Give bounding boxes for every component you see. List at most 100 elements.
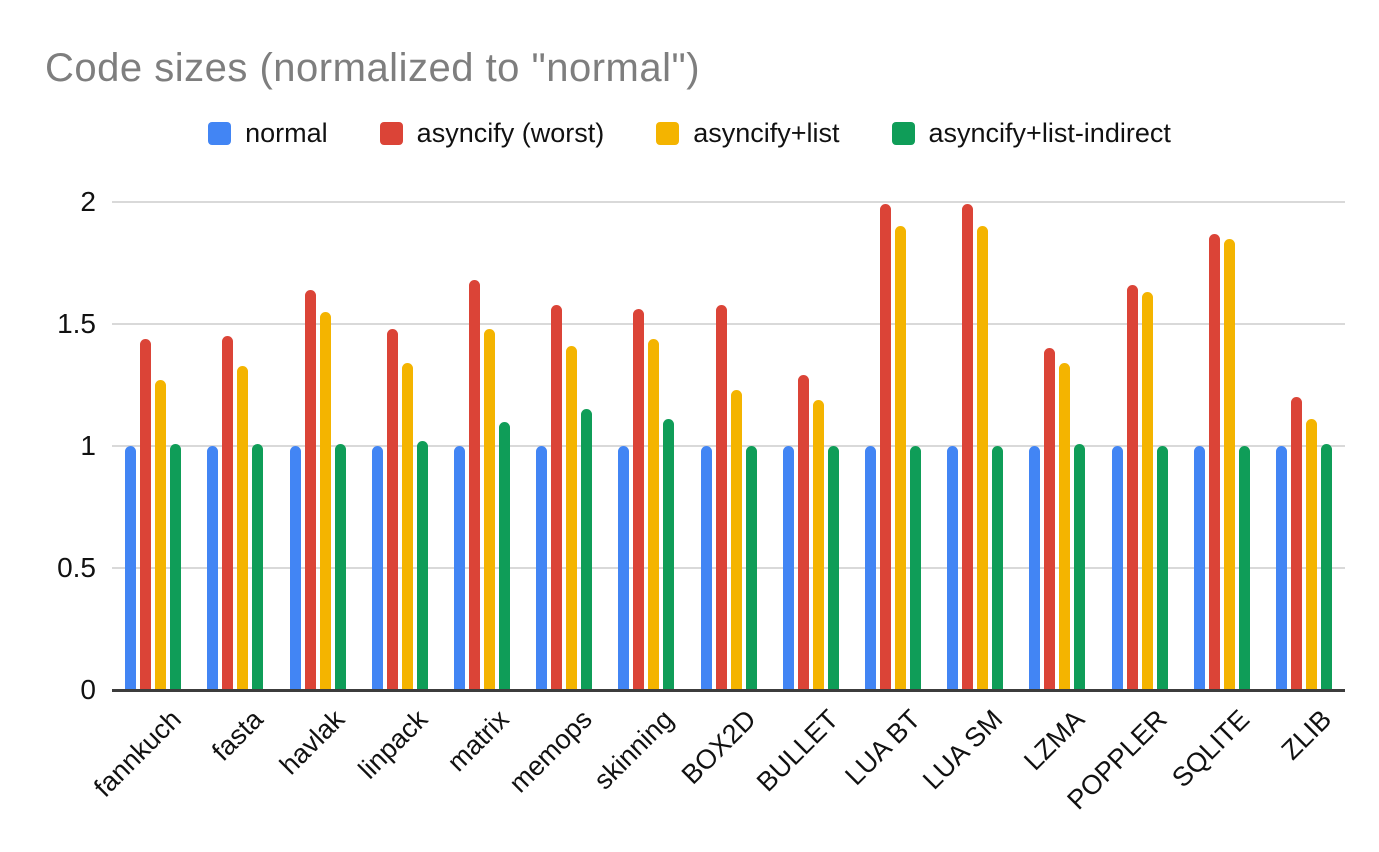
bar-asyncify-worst--lua-bt[interactable]: [879, 204, 891, 690]
x-axis-label: matrix: [441, 704, 516, 778]
bar-asyncify-list-sqlite[interactable]: [1223, 238, 1235, 690]
bar-asyncify-list-skinning[interactable]: [648, 338, 660, 690]
bar-group-box2d: BOX2D: [676, 202, 769, 790]
bar-asyncify-worst--bullet[interactable]: [797, 375, 809, 690]
bar-asyncify-list-lua-bt[interactable]: [894, 226, 906, 690]
bar-group-bullet: BULLET: [751, 202, 852, 797]
bar-asyncify-worst--matrix[interactable]: [468, 280, 480, 690]
bar-asyncify-worst--lua-sm[interactable]: [962, 204, 974, 690]
legend-item-asyncify-list-indirect[interactable]: asyncify+list-indirect: [891, 118, 1171, 149]
bar-asyncify-list-lzma[interactable]: [1059, 363, 1071, 690]
bar-group-havlak: havlak: [274, 202, 358, 780]
legend-item-asyncify-list[interactable]: asyncify+list: [656, 118, 840, 149]
bar-asyncify-list-box2d[interactable]: [730, 389, 742, 690]
bar-asyncify-worst--memops[interactable]: [551, 304, 563, 690]
y-tick-label: 0: [80, 674, 96, 705]
bar-normal-havlak[interactable]: [289, 446, 301, 690]
x-axis-label: BULLET: [750, 704, 844, 798]
bar-asyncify-list-indirect-linpack[interactable]: [416, 441, 428, 690]
x-axis-label: fasta: [205, 704, 269, 767]
bar-group-fasta: fasta: [194, 202, 276, 767]
bar-group-memops: memops: [503, 202, 605, 798]
bar-normal-sqlite[interactable]: [1193, 446, 1205, 690]
bar-group-lua-bt: LUA BT: [839, 202, 934, 791]
bar-asyncify-worst--linpack[interactable]: [386, 328, 398, 690]
bar-asyncify-list-indirect-lzma[interactable]: [1074, 443, 1086, 690]
x-axis-line: [112, 689, 1345, 692]
x-axis-label: SQLITE: [1165, 704, 1255, 794]
bar-asyncify-list-indirect-poppler[interactable]: [1156, 446, 1168, 690]
plot-area: fannkuch fasta havlak linpack matrix memops sk…: [88, 201, 1345, 815]
y-axis: 0 0.5 1 1.5 2: [0, 186, 96, 705]
bar-normal-memops[interactable]: [536, 446, 548, 690]
bar-asyncify-list-indirect-lua-bt[interactable]: [909, 446, 921, 690]
bar-asyncify-list-indirect-fasta[interactable]: [252, 443, 264, 690]
bar-asyncify-worst--sqlite[interactable]: [1208, 233, 1220, 690]
bar-group-zlib: ZLIB: [1263, 202, 1345, 766]
gridline: [112, 445, 1345, 447]
bar-asyncify-list-havlak[interactable]: [319, 311, 331, 690]
bar-asyncify-list-linpack[interactable]: [401, 363, 413, 690]
bar-asyncify-list-indirect-box2d[interactable]: [745, 446, 757, 690]
legend: normal asyncify (worst) asyncify+list async…: [0, 118, 1379, 149]
legend-label: normal: [245, 118, 328, 148]
bar-asyncify-worst--fannkuch[interactable]: [140, 338, 152, 690]
bar-normal-fasta[interactable]: [207, 446, 219, 690]
legend-item-normal[interactable]: normal: [208, 118, 328, 149]
bar-group-skinning: skinning: [588, 202, 687, 795]
y-tick-label: 1.5: [57, 308, 96, 339]
legend-swatch-icon: [891, 122, 915, 145]
x-axis-label: memops: [502, 704, 598, 799]
bar-normal-skinning[interactable]: [618, 446, 630, 690]
bar-asyncify-list-indirect-lua-sm[interactable]: [992, 446, 1004, 690]
bar-normal-box2d[interactable]: [700, 446, 712, 690]
bar-asyncify-worst--lzma[interactable]: [1044, 348, 1056, 690]
x-axis-label: linpack: [352, 704, 433, 785]
bar-asyncify-list-bullet[interactable]: [812, 399, 824, 690]
bar-normal-lua-sm[interactable]: [947, 446, 959, 690]
bar-asyncify-worst--poppler[interactable]: [1126, 285, 1138, 690]
bar-asyncify-list-lua-sm[interactable]: [977, 226, 989, 690]
legend-label: asyncify+list: [693, 118, 840, 148]
y-tick-label: 2: [80, 186, 96, 217]
bar-asyncify-list-memops[interactable]: [566, 346, 578, 690]
bar-asyncify-list-indirect-skinning[interactable]: [663, 419, 675, 690]
bar-group-matrix: matrix: [441, 202, 523, 777]
bar-asyncify-list-indirect-havlak[interactable]: [334, 443, 346, 690]
bar-normal-matrix[interactable]: [453, 446, 465, 690]
bar-groups: fannkuch fasta havlak linpack matrix memops sk…: [88, 202, 1345, 815]
bar-normal-poppler[interactable]: [1111, 446, 1123, 690]
bar-asyncify-list-fasta[interactable]: [237, 365, 249, 690]
bar-asyncify-list-indirect-matrix[interactable]: [498, 421, 510, 690]
legend-swatch-icon: [208, 122, 232, 145]
bar-asyncify-worst--fasta[interactable]: [222, 336, 234, 690]
bar-asyncify-list-indirect-zlib[interactable]: [1320, 443, 1332, 690]
bar-asyncify-worst--box2d[interactable]: [715, 304, 727, 690]
bar-group-fannkuch: fannkuch: [88, 202, 194, 803]
bar-asyncify-list-indirect-memops[interactable]: [581, 409, 593, 690]
legend-item-asyncify-worst-[interactable]: asyncify (worst): [379, 118, 604, 149]
bar-asyncify-list-poppler[interactable]: [1141, 292, 1153, 690]
bar-normal-lzma[interactable]: [1029, 446, 1041, 690]
legend-swatch-icon: [656, 122, 680, 145]
bar-asyncify-list-zlib[interactable]: [1305, 419, 1317, 690]
bar-asyncify-list-matrix[interactable]: [483, 328, 495, 690]
bar-asyncify-worst--havlak[interactable]: [304, 289, 316, 690]
x-axis-label: LUA SM: [917, 704, 1009, 796]
bar-asyncify-list-indirect-fannkuch[interactable]: [170, 443, 182, 690]
bar-asyncify-worst--zlib[interactable]: [1290, 397, 1302, 690]
chart-title: Code sizes (normalized to "normal"): [45, 46, 701, 90]
bar-asyncify-list-indirect-sqlite[interactable]: [1238, 446, 1250, 690]
bar-asyncify-worst--skinning[interactable]: [633, 309, 645, 690]
bar-normal-fannkuch[interactable]: [125, 446, 137, 690]
bar-normal-linpack[interactable]: [371, 446, 383, 690]
bar-normal-zlib[interactable]: [1275, 446, 1287, 690]
bar-asyncify-list-fannkuch[interactable]: [155, 380, 167, 690]
bar-normal-bullet[interactable]: [782, 446, 794, 690]
bar-group-linpack: linpack: [352, 202, 441, 785]
x-axis-label: havlak: [274, 704, 351, 781]
bar-asyncify-list-indirect-bullet[interactable]: [827, 446, 839, 690]
bar-normal-lua-bt[interactable]: [864, 446, 876, 690]
gridline: [112, 323, 1345, 325]
